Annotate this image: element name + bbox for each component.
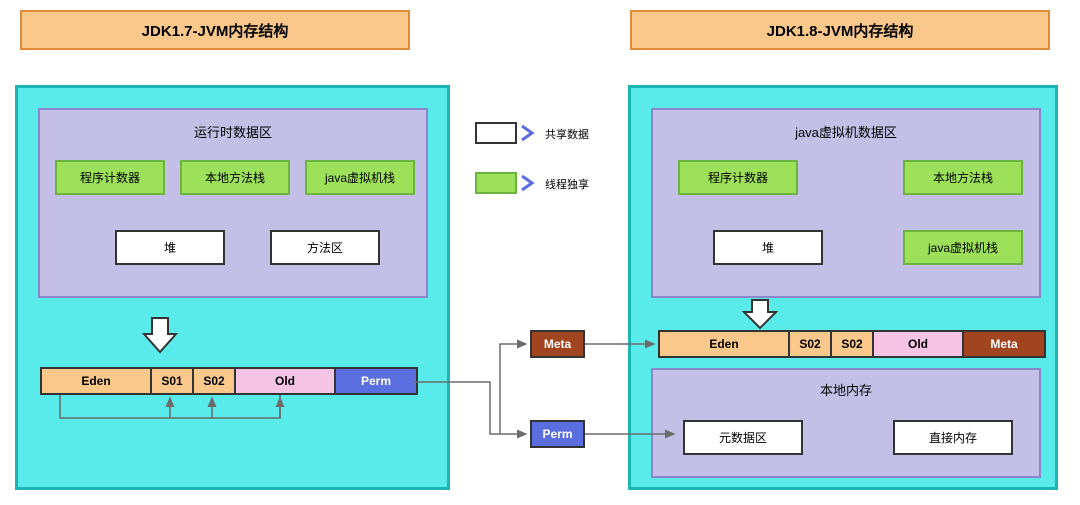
seg-perm-left: Perm bbox=[336, 369, 416, 393]
box-pc-right: 程序计数器 bbox=[678, 160, 798, 195]
seg-s02a-right: S02 bbox=[790, 332, 832, 356]
mem-row-left: Eden S01 S02 Old Perm bbox=[40, 367, 418, 395]
legend-shared-box bbox=[475, 122, 517, 144]
seg-eden-left: Eden bbox=[42, 369, 152, 393]
runtime-region-left: 运行时数据区 程序计数器 本地方法栈 java虚拟机栈 堆 方法区 bbox=[38, 108, 428, 298]
mem-row-right: Eden S02 S02 Old Meta bbox=[658, 330, 1046, 358]
box-pc-left: 程序计数器 bbox=[55, 160, 165, 195]
panel-left: 运行时数据区 程序计数器 本地方法栈 java虚拟机栈 堆 方法区 bbox=[15, 85, 450, 490]
seg-meta-right: Meta bbox=[964, 332, 1044, 356]
legend-shared-label: 共享数据 bbox=[545, 126, 589, 142]
legend-thread-label: 线程独享 bbox=[545, 176, 589, 192]
box-jvm-stack-left: java虚拟机栈 bbox=[305, 160, 415, 195]
title-left-text: JDK1.7-JVM内存结构 bbox=[142, 20, 289, 41]
title-right-text: JDK1.8-JVM内存结构 bbox=[767, 20, 914, 41]
panel-right: java虚拟机数据区 程序计数器 本地方法栈 堆 java虚拟机栈 本地内存 元… bbox=[628, 85, 1058, 490]
box-direct-mem: 直接内存 bbox=[893, 420, 1013, 455]
title-right: JDK1.8-JVM内存结构 bbox=[630, 10, 1050, 50]
box-heap-right: 堆 bbox=[713, 230, 823, 265]
box-native-stack-right: 本地方法栈 bbox=[903, 160, 1023, 195]
box-method-area-left: 方法区 bbox=[270, 230, 380, 265]
runtime-title-left: 运行时数据区 bbox=[40, 122, 426, 141]
box-heap-left: 堆 bbox=[115, 230, 225, 265]
seg-old-right: Old bbox=[874, 332, 964, 356]
legend-thread-box bbox=[475, 172, 517, 194]
box-native-stack-left: 本地方法栈 bbox=[180, 160, 290, 195]
center-meta-box: Meta bbox=[530, 330, 585, 358]
seg-old-left: Old bbox=[236, 369, 336, 393]
box-jvm-stack-right: java虚拟机栈 bbox=[903, 230, 1023, 265]
local-mem-region: 本地内存 元数据区 直接内存 bbox=[651, 368, 1041, 478]
seg-s02b-right: S02 bbox=[832, 332, 874, 356]
seg-s01-left: S01 bbox=[152, 369, 194, 393]
seg-s02-left: S02 bbox=[194, 369, 236, 393]
title-left: JDK1.7-JVM内存结构 bbox=[20, 10, 410, 50]
local-mem-title: 本地内存 bbox=[653, 380, 1039, 399]
jvm-title-right: java虚拟机数据区 bbox=[653, 122, 1039, 141]
box-metaspace: 元数据区 bbox=[683, 420, 803, 455]
jvm-region-right: java虚拟机数据区 程序计数器 本地方法栈 堆 java虚拟机栈 bbox=[651, 108, 1041, 298]
center-perm-box: Perm bbox=[530, 420, 585, 448]
seg-eden-right: Eden bbox=[660, 332, 790, 356]
